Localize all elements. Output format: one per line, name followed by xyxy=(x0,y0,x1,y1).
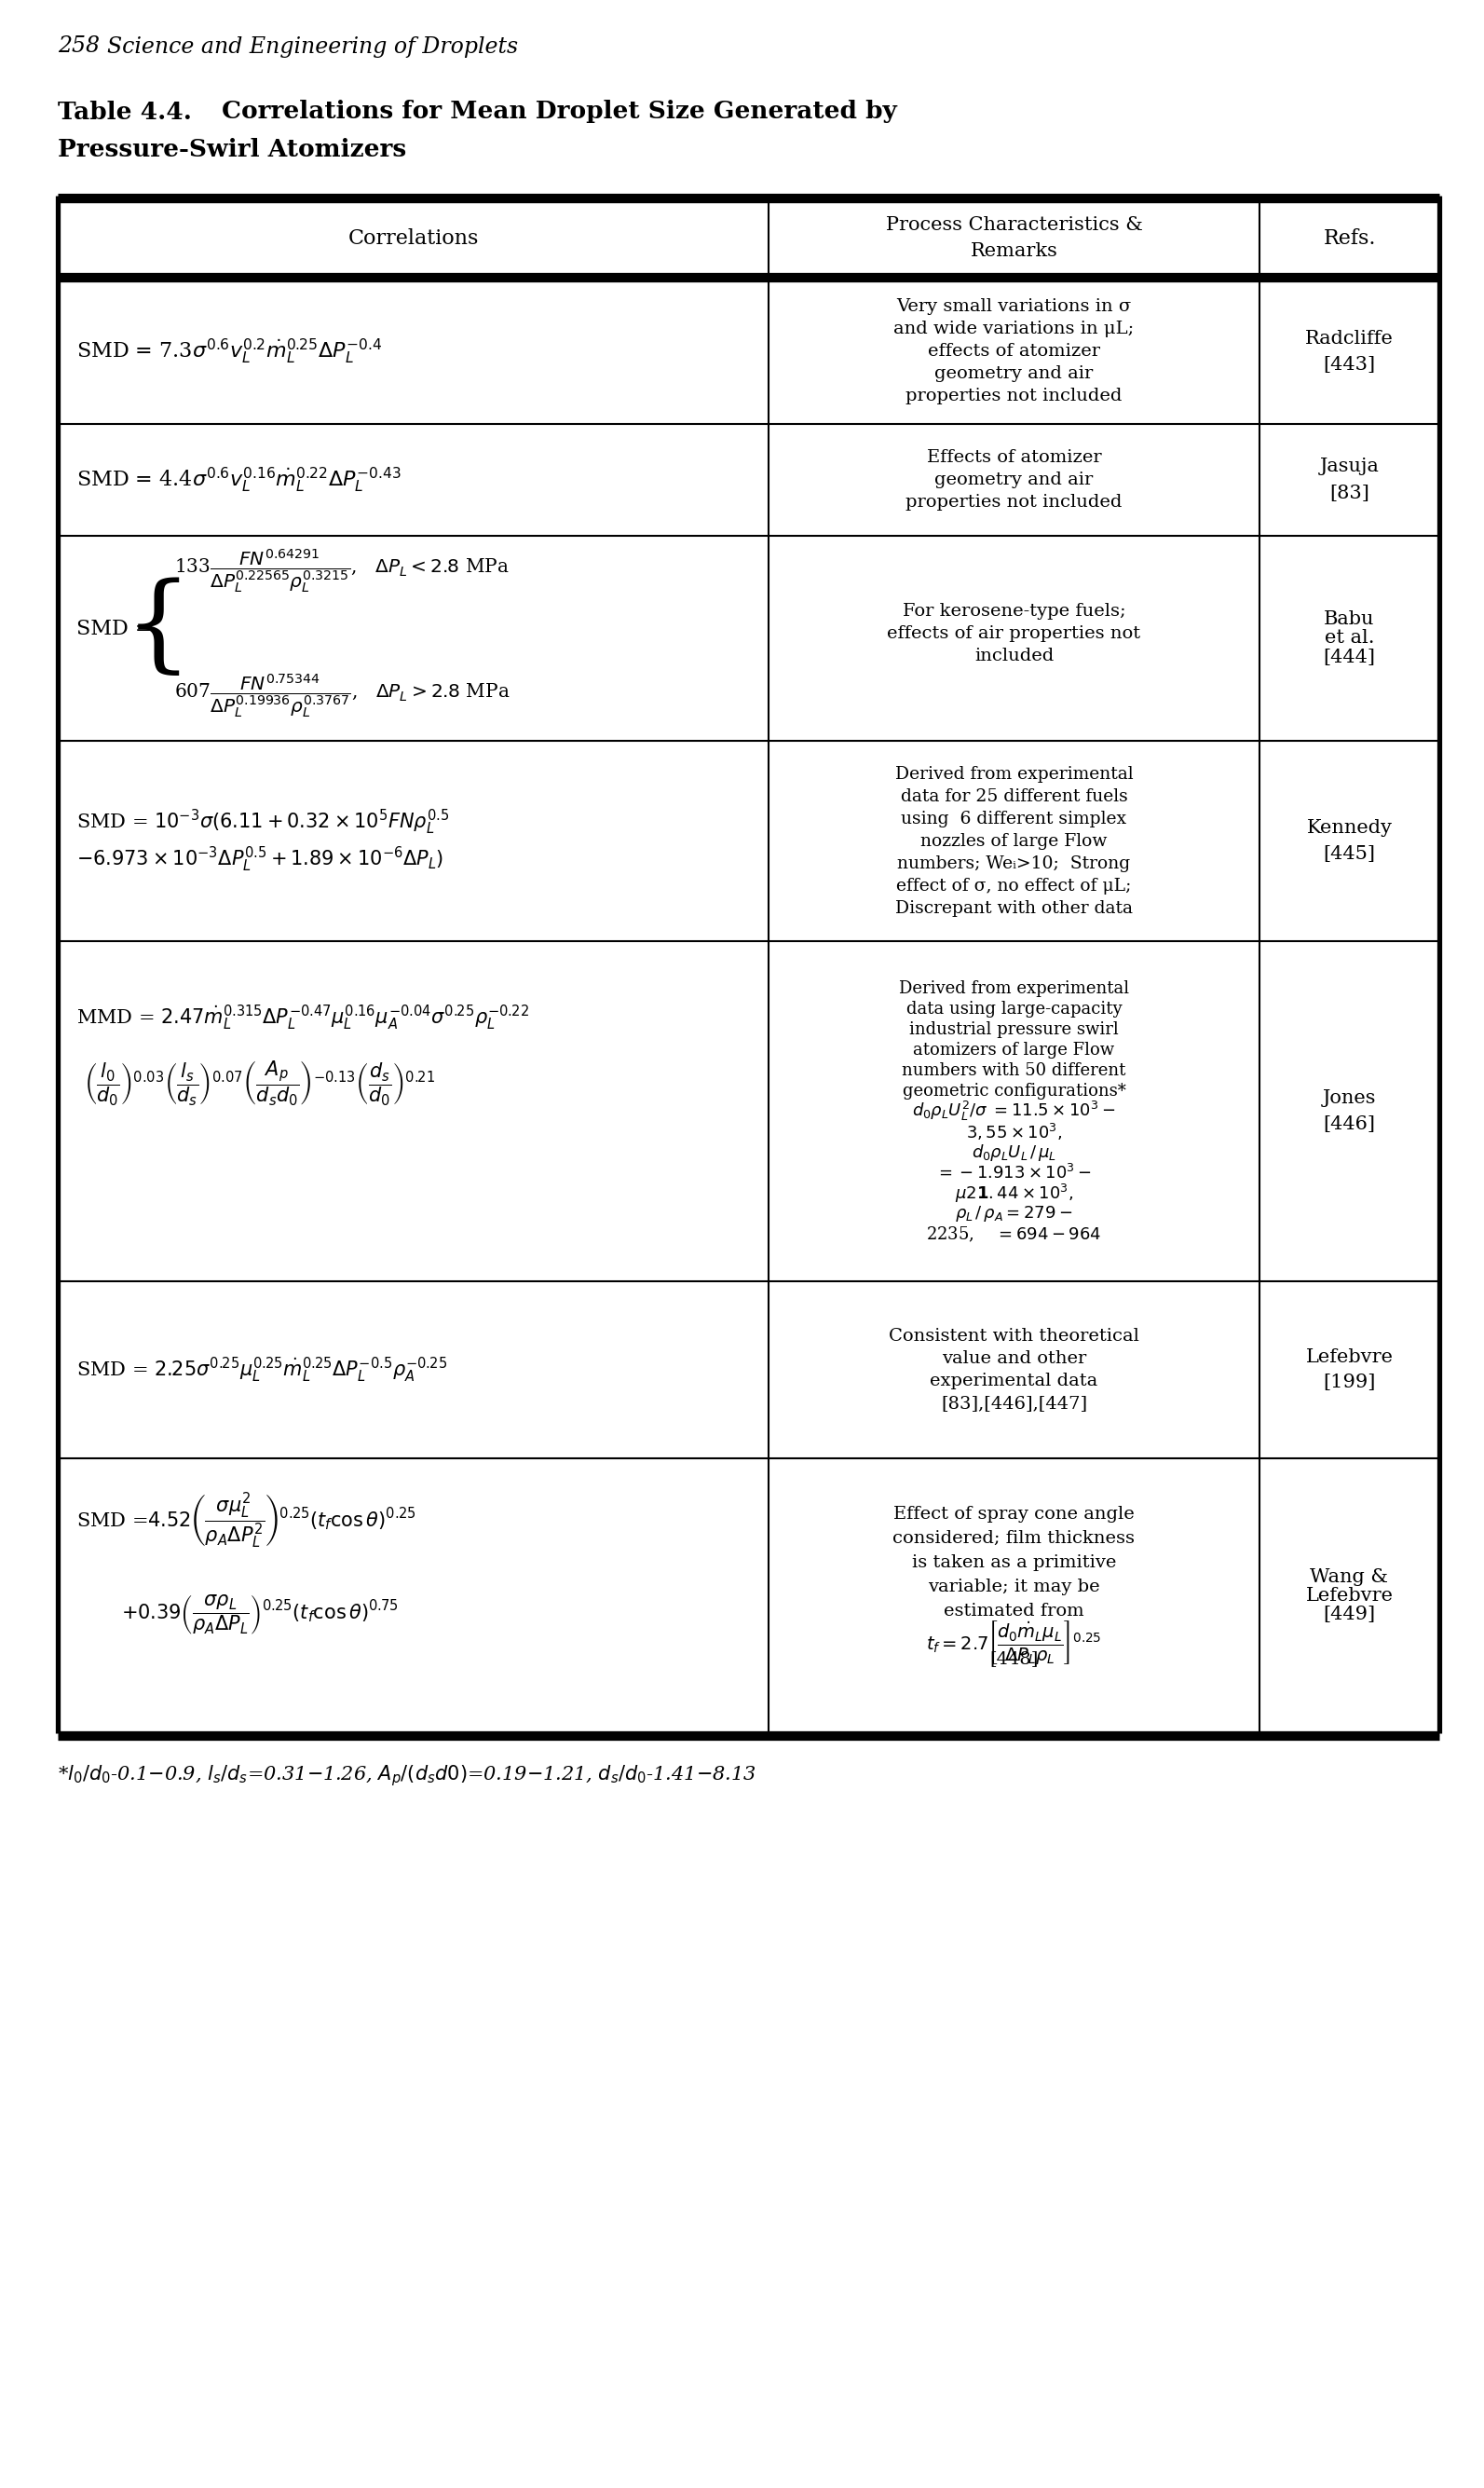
Text: effects of atomizer: effects of atomizer xyxy=(928,343,1100,361)
Text: Very small variations in σ: Very small variations in σ xyxy=(896,299,1131,316)
Text: SMD =: SMD = xyxy=(76,620,153,639)
Text: geometric configurations*: geometric configurations* xyxy=(902,1082,1126,1100)
Text: $d_0\rho_L U_L^2/\sigma\;=11.5\times10^3-$: $d_0\rho_L U_L^2/\sigma\;=11.5\times10^3… xyxy=(913,1100,1116,1122)
Text: [446]: [446] xyxy=(1324,1115,1376,1132)
Text: SMD = 4.4$\sigma^{0.6}v_L^{0.16}\dot{m}_L^{0.22}\Delta P_L^{-0.43}$: SMD = 4.4$\sigma^{0.6}v_L^{0.16}\dot{m}_… xyxy=(76,465,401,495)
Text: Refs.: Refs. xyxy=(1324,229,1376,249)
Text: experimental data: experimental data xyxy=(930,1373,1098,1388)
Text: 133$\dfrac{FN^{0.64291}}{\Delta P_L^{0.22565}\rho_L^{0.3215}}$,   $\Delta P_L < : 133$\dfrac{FN^{0.64291}}{\Delta P_L^{0.2… xyxy=(174,547,509,595)
Text: Effects of atomizer: Effects of atomizer xyxy=(926,450,1101,465)
Text: Kennedy: Kennedy xyxy=(1306,819,1392,836)
Text: $t_f = 2.7\left[\dfrac{d_0\dot{m}_L\mu_L}{\Delta P_L\rho_L}\right]^{0.25}$: $t_f = 2.7\left[\dfrac{d_0\dot{m}_L\mu_L… xyxy=(926,1620,1101,1667)
Text: Derived from experimental: Derived from experimental xyxy=(899,980,1129,998)
Text: Correlations: Correlations xyxy=(347,229,478,249)
Text: Lefebvre: Lefebvre xyxy=(1306,1587,1393,1605)
Text: SMD = 7.3$\sigma^{0.6}v_L^{0.2}\dot{m}_L^{0.25}\Delta P_L^{-0.4}$: SMD = 7.3$\sigma^{0.6}v_L^{0.2}\dot{m}_L… xyxy=(76,338,383,366)
Text: [449]: [449] xyxy=(1324,1605,1376,1622)
Text: value and other: value and other xyxy=(942,1351,1086,1366)
Text: Consistent with theoretical: Consistent with theoretical xyxy=(889,1329,1140,1344)
Text: effect of σ, no effect of μL;: effect of σ, no effect of μL; xyxy=(896,878,1132,893)
Text: geometry and air: geometry and air xyxy=(935,366,1094,383)
Text: Process Characteristics &: Process Characteristics & xyxy=(886,216,1143,234)
Text: [443]: [443] xyxy=(1324,356,1376,373)
Text: is taken as a primitive: is taken as a primitive xyxy=(911,1555,1116,1570)
Text: Babu: Babu xyxy=(1324,612,1374,629)
Text: industrial pressure swirl: industrial pressure swirl xyxy=(910,1020,1119,1037)
Text: Jasuja: Jasuja xyxy=(1319,458,1379,475)
Text: variable; it may be: variable; it may be xyxy=(928,1577,1100,1595)
Text: included: included xyxy=(975,647,1054,664)
Text: SMD =$4.52\left(\dfrac{\sigma\mu_L^2}{\rho_A\Delta P_L^2}\right)^{0.25}(t_f\cos\: SMD =$4.52\left(\dfrac{\sigma\mu_L^2}{\r… xyxy=(76,1493,416,1550)
Text: Effect of spray cone angle: Effect of spray cone angle xyxy=(893,1505,1135,1523)
Text: $-6.973\times10^{-3}\Delta P_L^{0.5} +1.89\times10^{-6}\Delta P_L)$: $-6.973\times10^{-3}\Delta P_L^{0.5} +1.… xyxy=(76,846,444,873)
Text: Wang &: Wang & xyxy=(1310,1567,1389,1585)
Text: numbers with 50 different: numbers with 50 different xyxy=(902,1062,1126,1080)
Text: SMD = $10^{-3}\sigma(6.11 + 0.32\times10^5 FN\rho_L^{0.5}$: SMD = $10^{-3}\sigma(6.11 + 0.32\times10… xyxy=(76,809,450,836)
Text: using  6 different simplex: using 6 different simplex xyxy=(901,811,1126,826)
Text: nozzles of large Flow: nozzles of large Flow xyxy=(920,833,1107,848)
Text: data using large-capacity: data using large-capacity xyxy=(907,1000,1122,1018)
Text: [448]: [448] xyxy=(990,1650,1039,1667)
Text: [83],[446],[447]: [83],[446],[447] xyxy=(941,1396,1088,1411)
Text: $\mu 2\mathbf{1}.44\times10^3,$: $\mu 2\mathbf{1}.44\times10^3,$ xyxy=(954,1182,1073,1204)
Text: 607$\dfrac{FN^{0.75344}}{\Delta P_L^{0.19936}\rho_L^{0.3767}}$,   $\Delta P_L > : 607$\dfrac{FN^{0.75344}}{\Delta P_L^{0.1… xyxy=(174,672,510,719)
Text: Correlations for Mean Droplet Size Generated by: Correlations for Mean Droplet Size Gener… xyxy=(221,100,896,124)
Text: Derived from experimental: Derived from experimental xyxy=(895,766,1134,781)
Text: Discrepant with other data: Discrepant with other data xyxy=(895,901,1132,916)
Text: $+0.39\left(\dfrac{\sigma\rho_L}{\rho_A\Delta P_L}\right)^{0.25}(t_f\cos\theta)^: $+0.39\left(\dfrac{\sigma\rho_L}{\rho_A\… xyxy=(122,1592,398,1637)
Text: data for 25 different fuels: data for 25 different fuels xyxy=(901,789,1128,804)
Text: Pressure-Swirl Atomizers: Pressure-Swirl Atomizers xyxy=(58,137,407,162)
Text: Radcliffe: Radcliffe xyxy=(1306,331,1393,348)
Text: $d_0\rho_L U_L\,/\,\mu_L$: $d_0\rho_L U_L\,/\,\mu_L$ xyxy=(972,1142,1057,1162)
Text: Remarks: Remarks xyxy=(971,241,1058,259)
Text: $3,55\times10^3,$: $3,55\times10^3,$ xyxy=(966,1122,1063,1142)
Text: Science and Engineering of Droplets: Science and Engineering of Droplets xyxy=(107,35,518,57)
Text: geometry and air: geometry and air xyxy=(935,473,1094,488)
Text: *$l_0/d_0$-0.1$-$0.9, $l_s/d_s$=0.31$-$1.26, $A_p/(d_sd0)$=0.19$-$1.21, $d_s/d_0: *$l_0/d_0$-0.1$-$0.9, $l_s/d_s$=0.31$-$1… xyxy=(58,1764,757,1789)
Text: {: { xyxy=(125,577,191,682)
Text: properties not included: properties not included xyxy=(905,388,1122,406)
Text: [83]: [83] xyxy=(1330,485,1370,503)
Text: $=-1.913\times10^3-$: $=-1.913\times10^3-$ xyxy=(936,1164,1092,1182)
Text: atomizers of large Flow: atomizers of large Flow xyxy=(913,1042,1114,1057)
Text: numbers; Weᵢ>10;  Strong: numbers; Weᵢ>10; Strong xyxy=(898,856,1131,871)
Text: Jones: Jones xyxy=(1322,1090,1376,1107)
Text: SMD = $2.25\sigma^{0.25}\mu_L^{0.25}\dot{m}_L^{0.25}\Delta P_L^{-0.5}\rho_A^{-0.: SMD = $2.25\sigma^{0.25}\mu_L^{0.25}\dot… xyxy=(76,1356,447,1383)
Text: 258: 258 xyxy=(58,35,99,57)
Text: and wide variations in μL;: and wide variations in μL; xyxy=(893,321,1134,338)
Text: effects of air properties not: effects of air properties not xyxy=(887,624,1141,642)
Text: Table 4.4.: Table 4.4. xyxy=(58,100,191,124)
Text: For kerosene-type fuels;: For kerosene-type fuels; xyxy=(902,602,1126,620)
Text: Lefebvre: Lefebvre xyxy=(1306,1348,1393,1366)
Text: [445]: [445] xyxy=(1324,846,1376,863)
Text: MMD = $2.47\dot{m}_L^{0.315}\Delta P_L^{-0.47}\mu_L^{0.16}\mu_A^{-0.04}\sigma^{0: MMD = $2.47\dot{m}_L^{0.315}\Delta P_L^{… xyxy=(76,1003,528,1033)
Text: $\left(\dfrac{l_0}{d_0}\right)^{0.03}\left(\dfrac{l_s}{d_s}\right)^{0.07}\left(\: $\left(\dfrac{l_0}{d_0}\right)^{0.03}\le… xyxy=(83,1060,435,1107)
Text: [444]: [444] xyxy=(1324,647,1376,667)
Text: 2235,    $=694-964$: 2235, $=694-964$ xyxy=(926,1224,1101,1244)
Text: estimated from: estimated from xyxy=(944,1602,1085,1620)
Text: $\rho_L\,/\,\rho_A=279-$: $\rho_L\,/\,\rho_A=279-$ xyxy=(956,1204,1073,1224)
Text: considered; film thickness: considered; film thickness xyxy=(893,1530,1135,1548)
Text: [199]: [199] xyxy=(1324,1373,1376,1391)
Text: properties not included: properties not included xyxy=(905,495,1122,510)
Text: et al.: et al. xyxy=(1324,629,1374,647)
